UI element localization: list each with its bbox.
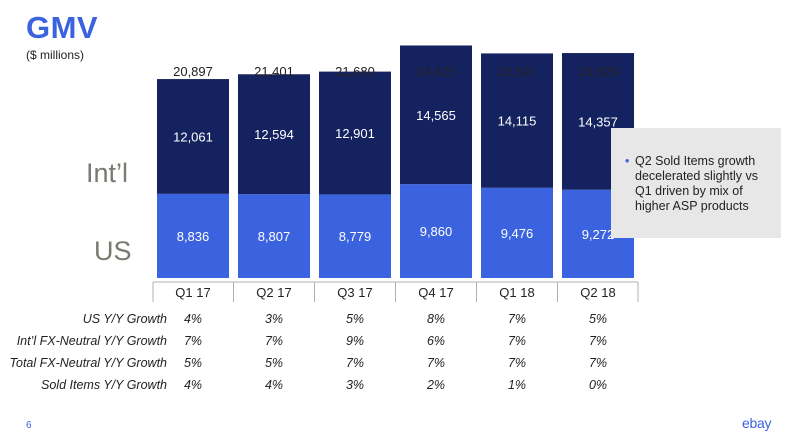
growth-cell: 5% [264, 356, 284, 370]
data-label-intl: 12,061 [173, 129, 213, 144]
growth-cell: 4% [183, 378, 203, 392]
growth-cell: 7% [588, 334, 608, 348]
growth-cell: 8% [426, 312, 446, 326]
growth-table-row: Sold Items Y/Y Growth 4% 4% 3% 2% 1% 0% [0, 378, 800, 394]
growth-cell: 4% [264, 378, 284, 392]
growth-cell: 5% [183, 356, 203, 370]
bar-intl [238, 74, 310, 195]
growth-table-row: Int’l FX-Neutral Y/Y Growth 7% 7% 9% 6% 7% 7% [0, 334, 800, 350]
data-label-intl: 12,901 [335, 126, 375, 141]
x-tick-label: Q1 17 [175, 285, 210, 300]
bar-us [319, 194, 391, 278]
data-label-us: 9,272 [582, 227, 615, 242]
data-label-intl: 12,594 [254, 127, 294, 142]
page-subtitle: ($ millions) [26, 48, 85, 62]
growth-row-label: US Y/Y Growth [82, 312, 167, 326]
callout-box: Q2 Sold Items growth decelerated slightl… [611, 128, 781, 238]
total-label: 23,629 [578, 64, 618, 79]
bar-intl [319, 71, 391, 195]
growth-cell: 5% [345, 312, 365, 326]
growth-cell: 7% [507, 312, 527, 326]
bar-us [481, 187, 553, 278]
bar-us [157, 193, 229, 278]
growth-cell: 7% [507, 334, 527, 348]
growth-cell: 7% [588, 356, 608, 370]
growth-cell: 9% [345, 334, 365, 348]
growth-cell: 3% [345, 378, 365, 392]
growth-cell: 7% [264, 334, 284, 348]
total-label: 24,425 [416, 64, 456, 79]
bar-intl [481, 53, 553, 188]
growth-cell: 3% [264, 312, 284, 326]
growth-cell: 2% [426, 378, 446, 392]
bar-intl [400, 45, 472, 185]
growth-cell: 5% [588, 312, 608, 326]
growth-table-row: Total FX-Neutral Y/Y Growth 5% 5% 7% 7% 7% 7% [0, 356, 800, 372]
total-label: 23,591 [497, 64, 537, 79]
growth-cell: 7% [345, 356, 365, 370]
bar-us [238, 194, 310, 278]
gmv-stacked-bar-chart: 8,836 12,061 20,897 Q1 17 8,807 12,594 21,401 Q… [152, 45, 639, 302]
data-label-us: 8,836 [177, 229, 210, 244]
ebay-logo: ebay [742, 415, 772, 431]
growth-row-label: Int’l FX-Neutral Y/Y Growth [16, 334, 167, 348]
x-tick-label: Q2 18 [580, 285, 615, 300]
growth-table-row: US Y/Y Growth 4% 3% 5% 8% 7% 5% [0, 312, 800, 328]
callout-bullet: Q2 Sold Items growth decelerated slightl… [625, 154, 773, 214]
data-label-us: 9,860 [420, 224, 453, 239]
growth-row-label: Total FX-Neutral Y/Y Growth [9, 356, 167, 370]
bar-intl [157, 79, 229, 194]
total-label: 21,401 [254, 64, 294, 79]
x-tick-label: Q3 17 [337, 285, 372, 300]
data-label-us: 9,476 [501, 226, 534, 241]
segment-label-intl: Int’l [86, 158, 129, 188]
data-label-intl: 14,115 [498, 114, 537, 129]
growth-cell: 0% [588, 378, 608, 392]
growth-cell: 6% [426, 334, 446, 348]
x-tick-label: Q4 17 [418, 285, 453, 300]
x-tick-label: Q1 18 [499, 285, 534, 300]
page-title: GMV [26, 10, 99, 45]
page-number: 6 [26, 420, 32, 431]
data-label-intl: 14,357 [578, 114, 618, 129]
growth-row-label: Sold Items Y/Y Growth [41, 378, 167, 392]
segment-label-us: US [94, 236, 132, 266]
data-label-intl: 14,565 [416, 108, 456, 123]
data-label-us: 8,779 [339, 229, 372, 244]
growth-cell: 4% [183, 312, 203, 326]
x-tick-label: Q2 17 [256, 285, 291, 300]
data-label-us: 8,807 [258, 229, 291, 244]
growth-cell: 7% [183, 334, 203, 348]
growth-cell: 7% [507, 356, 527, 370]
bar-us [400, 184, 472, 278]
growth-cell: 1% [507, 378, 527, 392]
growth-cell: 7% [426, 356, 446, 370]
total-label: 21,680 [335, 64, 375, 79]
total-label: 20,897 [173, 64, 213, 79]
